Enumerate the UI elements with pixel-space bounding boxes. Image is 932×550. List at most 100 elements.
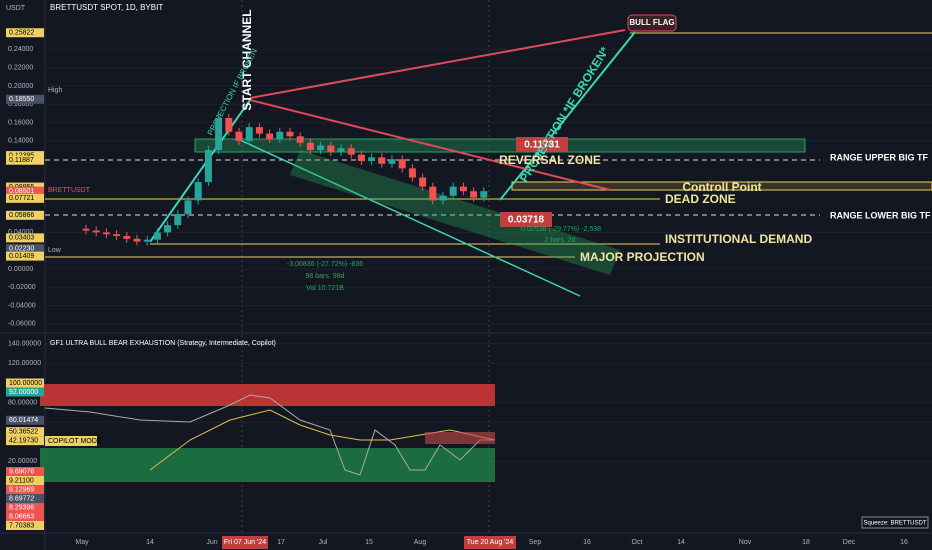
candle-body — [133, 238, 141, 242]
indicator-tick-label: 120.00000 — [8, 360, 41, 367]
flag-line — [249, 29, 626, 99]
price-tag — [6, 244, 44, 254]
indicator-tag-label: 100.00000 — [9, 380, 42, 387]
price-tag — [6, 186, 44, 196]
time-label: Sep — [529, 539, 542, 546]
level-top-box — [516, 137, 568, 152]
candle-body — [286, 131, 294, 137]
reversal-zone-box — [194, 138, 806, 153]
exhaust-band — [425, 432, 495, 444]
indicator-tag-label: 9.12969 — [9, 486, 34, 493]
symbol-title: BRETTUSDT SPOT, 1D, BYBIT — [50, 3, 163, 12]
price-tag — [6, 210, 44, 220]
price-tag-label: 0.05866 — [9, 212, 34, 219]
indicator-tag-label: 9.21100 — [9, 477, 34, 484]
reversal-zone: REVERSAL ZONE — [499, 153, 601, 167]
measure-bars: 2 bars, 2d — [544, 237, 575, 244]
bull-flag-box — [627, 14, 677, 32]
candle-body — [337, 148, 345, 152]
cursor-date: Fri 07 Jun '24 — [224, 539, 266, 546]
indicator-tag-label: 8.06663 — [9, 513, 34, 520]
indicator-title: GF1 ULTRA BULL BEAR EXHAUSTION (Strategy… — [50, 340, 276, 347]
candle-body — [439, 195, 447, 201]
price-tick-label: 0.18000 — [8, 101, 33, 108]
indicator-tag-label: 9.69076 — [9, 468, 34, 475]
candle-body — [194, 182, 202, 201]
institutional-demand: INSTITUTIONAL DEMAND — [665, 232, 812, 246]
price-tag-label: 0.18550 — [9, 96, 34, 103]
candle-body — [347, 148, 355, 155]
candle-body — [317, 145, 325, 151]
projection-arrow — [149, 99, 251, 243]
price-tag-label: 0.02230 — [9, 245, 34, 252]
price-tag-label: 0.07721 — [9, 195, 34, 202]
indicator-tag — [6, 415, 44, 425]
price-tick-label: -0.06000 — [8, 321, 36, 328]
price-tag — [6, 151, 44, 161]
candle-body — [82, 228, 90, 231]
high-label: High — [48, 87, 63, 94]
indicator-tick-label: 20.00000 — [8, 458, 37, 465]
time-label: Jun — [206, 539, 217, 546]
candle-body — [480, 191, 488, 198]
price-tag-label: 0.08501 — [9, 188, 34, 195]
indicator-tag-label: 60.01474 — [9, 417, 38, 424]
bull-zone — [40, 448, 495, 482]
channel-bottom — [239, 139, 581, 297]
candle-body — [184, 200, 192, 215]
indicator-tag-label: 92.00000 — [9, 389, 38, 396]
price-tick-label: 0.20000 — [8, 83, 33, 90]
candle-body — [255, 127, 263, 134]
time-label: May — [75, 539, 89, 546]
price-tick-label: 0.00000 — [8, 266, 33, 273]
measure-change: -0.02538 (-29.77%) -2,538 — [519, 226, 601, 233]
price-tick-label: 0.16000 — [8, 119, 33, 126]
price-tick-label: 0.22000 — [8, 65, 33, 72]
price-tag — [6, 155, 44, 165]
candle-body — [306, 142, 314, 151]
candle-body — [368, 157, 376, 162]
candle-body — [92, 230, 100, 233]
price-tick-label: 0.24000 — [8, 46, 33, 53]
indicator-tag — [6, 378, 44, 388]
price-tag — [6, 94, 44, 104]
price-tag — [6, 28, 44, 38]
candle-body — [378, 157, 386, 164]
cursor-date-box — [222, 536, 268, 549]
time-label: 18 — [802, 539, 810, 546]
candle-body — [143, 239, 151, 242]
candle-body — [174, 214, 182, 226]
bull-flag: BULL FLAG — [629, 18, 674, 27]
indicator-tag-label: 50.36522 — [9, 428, 38, 435]
level-bottom: 0.03718 — [508, 215, 545, 226]
time-label: 17 — [277, 539, 285, 546]
candle-body — [215, 118, 223, 151]
footer-badge: Squeeze: BRETTUSDT — [863, 521, 926, 527]
candle-body — [113, 234, 121, 237]
drawings — [40, 14, 932, 482]
indicator-tag-label: 7.70383 — [9, 522, 34, 529]
mode-badge — [45, 436, 97, 446]
indicator-tag — [6, 427, 44, 437]
candle-body — [408, 168, 416, 178]
control-point: Controll Point — [682, 180, 761, 194]
time-label: Jul — [319, 539, 328, 546]
time-label: 16 — [900, 539, 908, 546]
time-label: Dec — [843, 539, 856, 546]
time-label: Aug — [414, 539, 427, 546]
channel-fill — [290, 150, 620, 275]
level-top: 0.11731 — [524, 140, 560, 151]
candle-body — [235, 131, 243, 141]
price-tag-label: 0.11887 — [9, 157, 34, 164]
indicator-tag — [6, 521, 44, 531]
low-label: Low — [48, 247, 62, 254]
indicator-tag — [6, 512, 44, 522]
price-tick-label: -0.04000 — [8, 302, 36, 309]
price-tag-label: 0.25822 — [9, 30, 34, 37]
price-tick-label: 0.04000 — [8, 229, 33, 236]
indicator-tag — [6, 436, 44, 446]
indicator-tag — [6, 485, 44, 495]
indicator-tick-label: 140.00000 — [8, 341, 41, 348]
